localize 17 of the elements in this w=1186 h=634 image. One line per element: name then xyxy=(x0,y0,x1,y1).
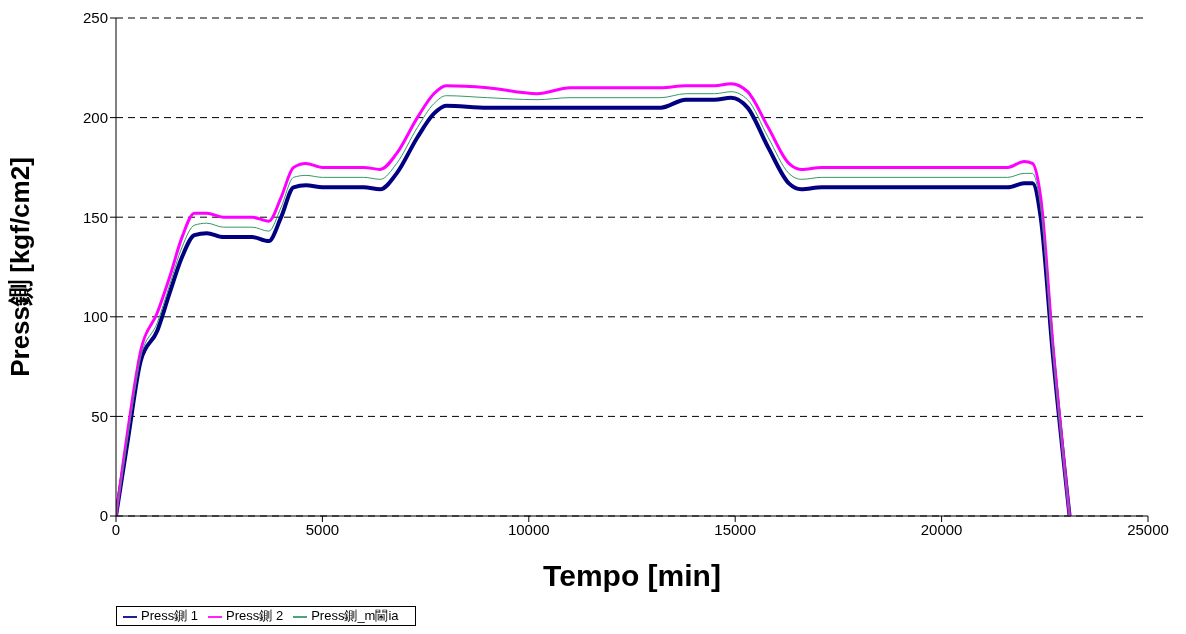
y-tick-label: 200 xyxy=(82,108,108,126)
x-tick-label: 15000 xyxy=(714,520,757,538)
x-tick-label: 0 xyxy=(111,520,121,538)
y-axis-title: Press鍘 [kgf/cm2] xyxy=(5,157,36,377)
x-axis-title: Tempo [min] xyxy=(543,559,721,592)
legend-label: Press鍘 1 xyxy=(141,608,199,623)
y-tick-label: 0 xyxy=(99,507,108,525)
x-tick-label: 10000 xyxy=(507,520,550,538)
y-tick-label: 250 xyxy=(82,9,108,27)
x-tick-label: 5000 xyxy=(305,520,340,538)
y-tick-label: 150 xyxy=(82,208,108,226)
x-tick-label: 20000 xyxy=(920,520,963,538)
legend-label: Press鍘_m閫ia xyxy=(311,608,399,623)
y-tick-label: 50 xyxy=(91,407,108,425)
y-tick-label: 100 xyxy=(82,308,108,326)
legend-label: Press鍘 2 xyxy=(226,608,284,623)
x-tick-label: 25000 xyxy=(1127,520,1169,538)
